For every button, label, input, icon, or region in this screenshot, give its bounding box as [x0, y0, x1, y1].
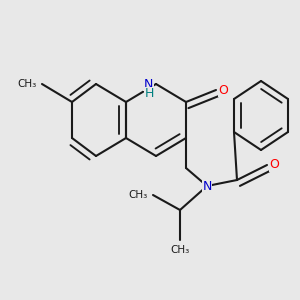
Text: CH₃: CH₃	[170, 245, 190, 255]
Text: O: O	[270, 158, 279, 172]
Text: O: O	[219, 83, 228, 97]
Text: CH₃: CH₃	[17, 79, 37, 89]
Text: H: H	[145, 87, 154, 100]
Text: CH₃: CH₃	[128, 190, 148, 200]
Text: N: N	[144, 77, 153, 91]
Text: N: N	[202, 179, 212, 193]
